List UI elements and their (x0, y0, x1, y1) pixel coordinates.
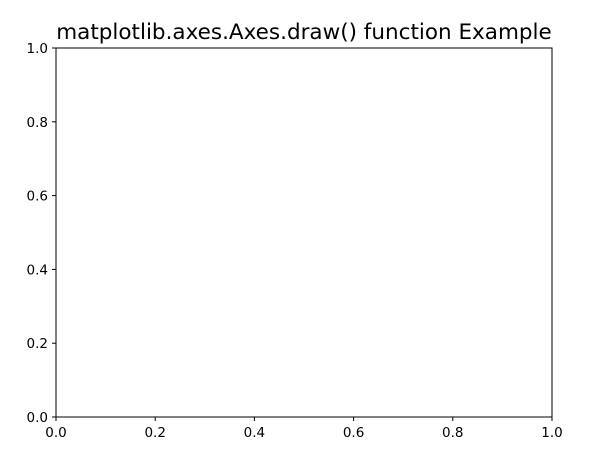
x-tick-label: 0.8 (442, 425, 463, 441)
y-tick-label: 0.0 (27, 410, 48, 426)
y-axis-ticks: 0.0 0.2 0.4 0.6 0.8 1.0 (27, 41, 56, 426)
y-tick-label: 0.6 (27, 189, 48, 205)
y-tick-label: 1.0 (27, 41, 48, 57)
y-tick-label: 0.2 (27, 336, 48, 352)
chart-title: matplotlib.axes.Axes.draw() function Exa… (56, 20, 552, 45)
x-tick-label: 1.0 (541, 425, 562, 441)
x-tick-label: 0.0 (45, 425, 66, 441)
x-tick-label: 0.4 (244, 425, 265, 441)
plot-area (55, 47, 553, 418)
x-tick-label: 0.2 (144, 425, 165, 441)
y-tick-label: 0.4 (27, 262, 48, 278)
x-tick-label: 0.6 (343, 425, 364, 441)
x-axis-ticks: 0.0 0.2 0.4 0.6 0.8 1.0 (45, 417, 563, 441)
y-tick-label: 0.8 (27, 115, 48, 131)
